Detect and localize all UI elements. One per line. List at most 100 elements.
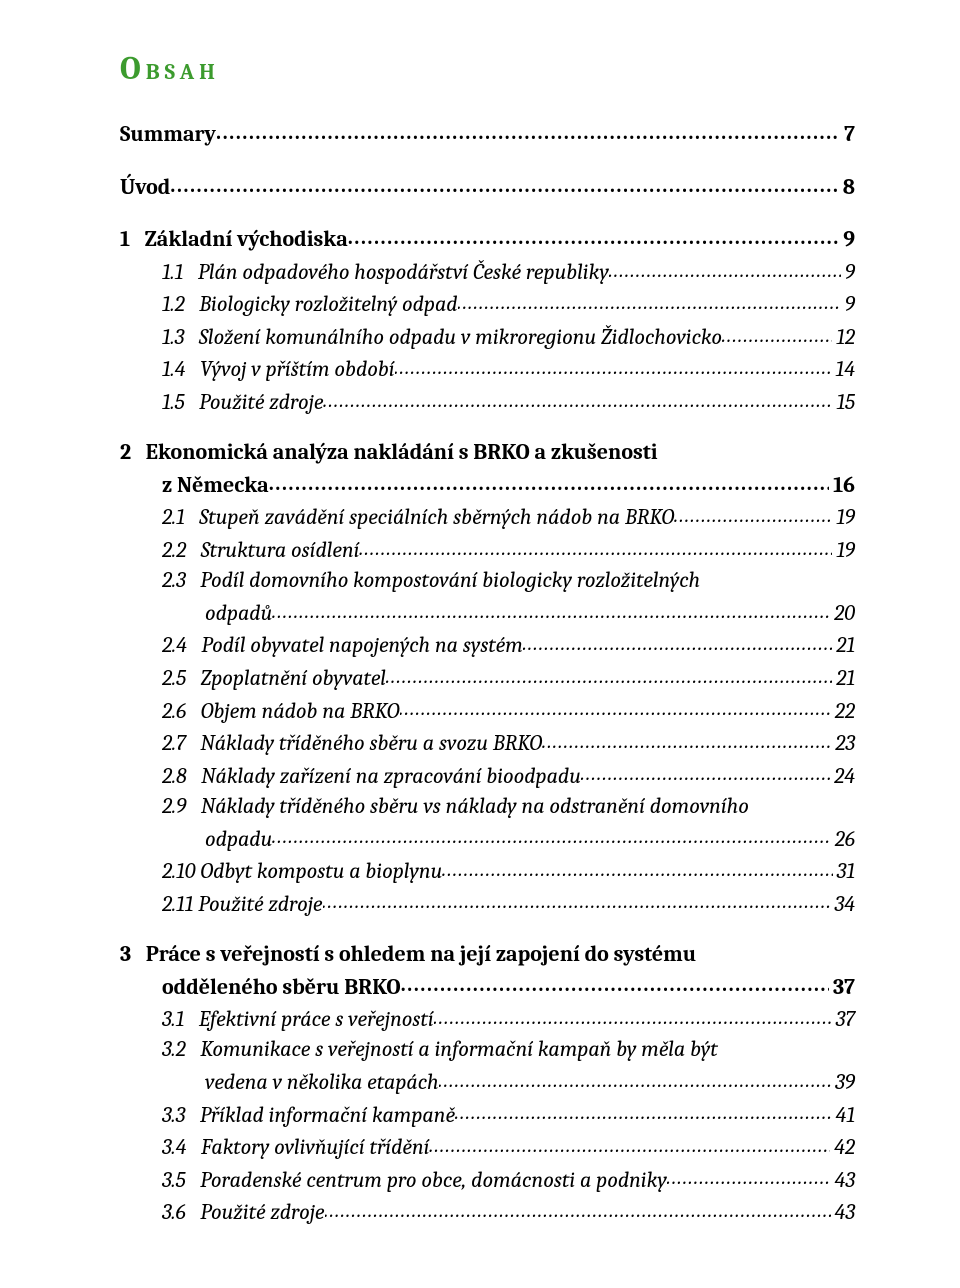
toc-entry: 1.3 Složení komunálního odpadu v mikrore… — [120, 320, 855, 353]
toc-spacer — [120, 202, 855, 222]
toc-entry-label: 2.7 Náklady tříděného sběru a svozu BRKO — [162, 728, 542, 758]
toc-entry: 2.9 Náklady tříděného sběru vs náklady n… — [120, 791, 855, 821]
toc-entry-label: 2.8 Náklady zařízení na zpracování biood… — [162, 761, 581, 791]
toc-entry: 3.3 Příklad informační kampaně 41 — [120, 1097, 855, 1130]
toc-spacer — [120, 417, 855, 437]
toc-entry: 2.3 Podíl domovního kompostování biologi… — [120, 565, 855, 595]
toc-entry-leaders — [269, 468, 829, 492]
toc-entry-page: 43 — [831, 1197, 855, 1227]
toc-entry-label: 2.10 Odbyt kompostu a bioplynu — [162, 856, 442, 886]
toc-entry-label: 3.3 Příklad informační kampaně — [162, 1100, 455, 1130]
toc-entry-leaders — [458, 287, 841, 311]
toc-entry: 2.4 Podíl obyvatel napojených na systém … — [120, 628, 855, 661]
toc-entry-label: 3.1 Efektivní práce s veřejností — [162, 1004, 434, 1034]
toc-entry: odpadů 20 — [120, 596, 855, 629]
toc-entry: 3.5 Poradenské centrum pro obce, domácno… — [120, 1162, 855, 1195]
toc-entry-leaders — [323, 886, 831, 910]
toc-entry-page: 41 — [832, 1100, 855, 1130]
toc-entry-page: 22 — [831, 696, 855, 726]
toc-entry-label: 1.5 Použité zdroje — [162, 387, 323, 417]
toc-entry-leaders — [523, 628, 832, 652]
toc-entry-page: 21 — [832, 630, 855, 660]
toc-entry-page: 23 — [831, 728, 855, 758]
toc-entry-label: 2.5 Zpoplatnění obyvatel — [162, 663, 386, 693]
toc-entry-leaders — [429, 1130, 830, 1154]
toc-entry-leaders — [395, 352, 832, 376]
toc-entry-label: 2.4 Podíl obyvatel napojených na systém — [162, 630, 523, 660]
toc-entry-page: 12 — [832, 322, 855, 352]
toc-entry-leaders — [323, 385, 832, 409]
toc-entry-label: vedena v několika etapách — [205, 1067, 439, 1097]
toc-entry-label: odpadu — [205, 824, 272, 854]
toc-entry-label: 3.2 Komunikace s veřejností a informační… — [162, 1034, 718, 1064]
toc-entry-leaders — [581, 758, 830, 782]
toc-entry-label: 3.5 Poradenské centrum pro obce, domácno… — [162, 1165, 667, 1195]
toc-entry: z Německa 16 — [120, 468, 855, 501]
toc-entry-page: 39 — [831, 1067, 855, 1097]
toc-entry-label: 2.6 Objem nádob na BRKO — [162, 696, 400, 726]
toc-entry-page: 9 — [839, 224, 855, 254]
toc-title: Obsah — [120, 50, 855, 87]
toc-entry-leaders — [609, 255, 841, 279]
toc-entry-label: z Německa — [162, 470, 269, 500]
toc-entry-leaders — [722, 320, 832, 344]
toc-entry-leaders — [439, 1065, 831, 1089]
toc-entry-label: 2.9 Náklady tříděného sběru vs náklady n… — [162, 791, 749, 821]
toc-entry: 2 Ekonomická analýza nakládání s BRKO a … — [120, 437, 855, 467]
toc-entry: 1 Základní východiska 9 — [120, 222, 855, 255]
toc-page: Obsah Summary 7 Úvod 8 1 Základní východis… — [0, 0, 960, 1288]
toc-entry-leaders — [442, 854, 832, 878]
toc-spacer — [120, 919, 855, 939]
toc-entry-page: 42 — [830, 1132, 855, 1162]
toc-entry: 2.8 Náklady zařízení na zpracování biood… — [120, 758, 855, 791]
toc-entry-page: 14 — [832, 354, 855, 384]
toc-entry: 1.2 Biologicky rozložitelný odpad 9 — [120, 287, 855, 320]
toc-entry-page: 43 — [831, 1165, 855, 1195]
toc-entry: 3 Práce s veřejností s ohledem na její z… — [120, 939, 855, 969]
toc-entry: 2.1 Stupeň zavádění speciálních sběrných… — [120, 500, 855, 533]
toc-entry: 2.10 Odbyt kompostu a bioplynu 31 — [120, 854, 855, 887]
toc-entry: 3.6 Použité zdroje 43 — [120, 1195, 855, 1228]
toc-entry: 3.2 Komunikace s veřejností a informační… — [120, 1034, 855, 1064]
toc-entry-label: 3.4 Faktory ovlivňující třídění — [162, 1132, 429, 1162]
toc-entry-label: 3 Práce s veřejností s ohledem na její z… — [120, 939, 696, 969]
toc-entry-page: 37 — [829, 972, 855, 1002]
toc-entry: odpadu 26 — [120, 821, 855, 854]
toc-entry-page: 7 — [840, 119, 855, 149]
toc-entry-leaders — [348, 222, 840, 246]
toc-entry-label: 1 Základní východiska — [120, 224, 348, 254]
toc-entry-page: 16 — [829, 470, 855, 500]
toc-entry-page: 21 — [832, 663, 855, 693]
toc-entry: Summary 7 — [120, 117, 855, 150]
toc-entry-leaders — [401, 969, 829, 993]
toc-entry-page: 19 — [832, 502, 855, 532]
toc-spacer — [120, 150, 855, 170]
toc-entry: 2.7 Náklady tříděného sběru a svozu BRKO… — [120, 726, 855, 759]
toc-entry-label: 2.2 Struktura osídlení — [162, 535, 359, 565]
toc-entry-leaders — [667, 1162, 831, 1186]
toc-entry-leaders — [386, 661, 832, 685]
toc-entry-label: Úvod — [120, 172, 170, 202]
toc-entry-label: 3.6 Použité zdroje — [162, 1197, 325, 1227]
toc-entry-page: 26 — [831, 824, 855, 854]
toc-entry: 1.5 Použité zdroje 15 — [120, 385, 855, 418]
toc-entry: vedena v několika etapách 39 — [120, 1065, 855, 1098]
toc-entry: 3.1 Efektivní práce s veřejností 37 — [120, 1002, 855, 1035]
toc-entry-page: 37 — [832, 1004, 855, 1034]
toc-entry: Úvod 8 — [120, 170, 855, 203]
toc-entry-leaders — [674, 500, 832, 524]
toc-entry: 1.4 Vývoj v příštím období 14 — [120, 352, 855, 385]
toc-entry-label: 1.2 Biologicky rozložitelný odpad — [162, 289, 458, 319]
toc-entry-label: 2.3 Podíl domovního kompostování biologi… — [162, 565, 700, 595]
toc-entry: 2.6 Objem nádob na BRKO 22 — [120, 693, 855, 726]
toc-entry: 2.5 Zpoplatnění obyvatel 21 — [120, 661, 855, 694]
toc-entry-page: 8 — [839, 172, 855, 202]
toc-entry-label: Summary — [120, 119, 216, 149]
toc-entry-leaders — [400, 693, 831, 717]
toc-entry-page: 20 — [830, 598, 855, 628]
toc-entry-label: 2 Ekonomická analýza nakládání s BRKO a … — [120, 437, 658, 467]
toc-entry-leaders — [434, 1002, 832, 1026]
toc-entry-label: 1.4 Vývoj v příštím období — [162, 354, 395, 384]
toc-entry-label: 1.3 Složení komunálního odpadu v mikrore… — [162, 322, 722, 352]
toc-entry: odděleného sběru BRKO 37 — [120, 969, 855, 1002]
